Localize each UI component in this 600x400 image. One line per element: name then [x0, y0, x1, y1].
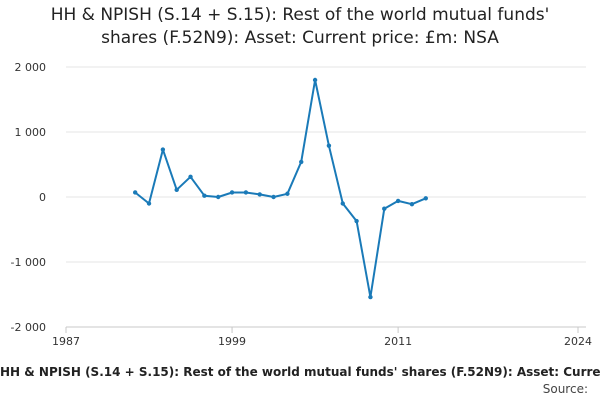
data-point[interactable]	[188, 174, 193, 180]
data-point[interactable]	[216, 194, 221, 200]
source-label: Source:	[542, 382, 588, 396]
x-tick-label: 1999	[218, 335, 246, 348]
y-axis: -2 000 -1 000 0 1 000 2 000	[11, 61, 46, 334]
series-line	[134, 79, 427, 299]
x-tick-label: 1987	[52, 335, 80, 348]
x-axis-label: HH & NPISH (S.14 + S.15): Rest of the wo…	[0, 365, 600, 379]
y-tick-label: 0	[39, 191, 46, 204]
x-axis: 1987 1999 2011 2024	[52, 326, 592, 348]
x-tick-label: 2024	[564, 335, 592, 348]
data-point[interactable]	[271, 194, 276, 200]
grid-lines	[66, 66, 586, 328]
data-point[interactable]	[257, 192, 262, 197]
chart-title-line-1: HH & NPISH (S.14 + S.15): Rest of the wo…	[50, 5, 550, 25]
y-tick-label: -2 000	[11, 321, 46, 334]
x-tick-label: 2011	[384, 335, 412, 348]
data-point[interactable]	[395, 198, 401, 204]
data-point[interactable]	[160, 147, 166, 152]
y-tick-label: 2 000	[15, 61, 47, 74]
data-point[interactable]	[285, 191, 290, 196]
chart-title: HH & NPISH (S.14 + S.15): Rest of the wo…	[0, 4, 600, 50]
data-series	[132, 77, 428, 300]
data-point[interactable]	[229, 190, 235, 195]
data-point[interactable]	[409, 201, 415, 207]
data-point[interactable]	[174, 187, 179, 193]
data-point[interactable]	[299, 159, 304, 165]
data-point[interactable]	[423, 196, 428, 201]
data-point[interactable]	[132, 190, 138, 195]
data-point[interactable]	[146, 201, 152, 206]
y-tick-label: -1 000	[11, 256, 46, 269]
y-tick-label: 1 000	[15, 126, 47, 139]
data-point[interactable]	[202, 193, 207, 198]
data-point[interactable]	[340, 201, 345, 206]
data-point[interactable]	[312, 77, 318, 83]
chart-title-line-2: shares (F.52N9): Asset: Current price: £…	[101, 28, 499, 48]
data-point[interactable]	[243, 190, 249, 195]
data-point[interactable]	[382, 206, 387, 211]
data-point[interactable]	[354, 218, 359, 224]
data-point[interactable]	[326, 143, 332, 148]
data-point[interactable]	[368, 294, 373, 300]
